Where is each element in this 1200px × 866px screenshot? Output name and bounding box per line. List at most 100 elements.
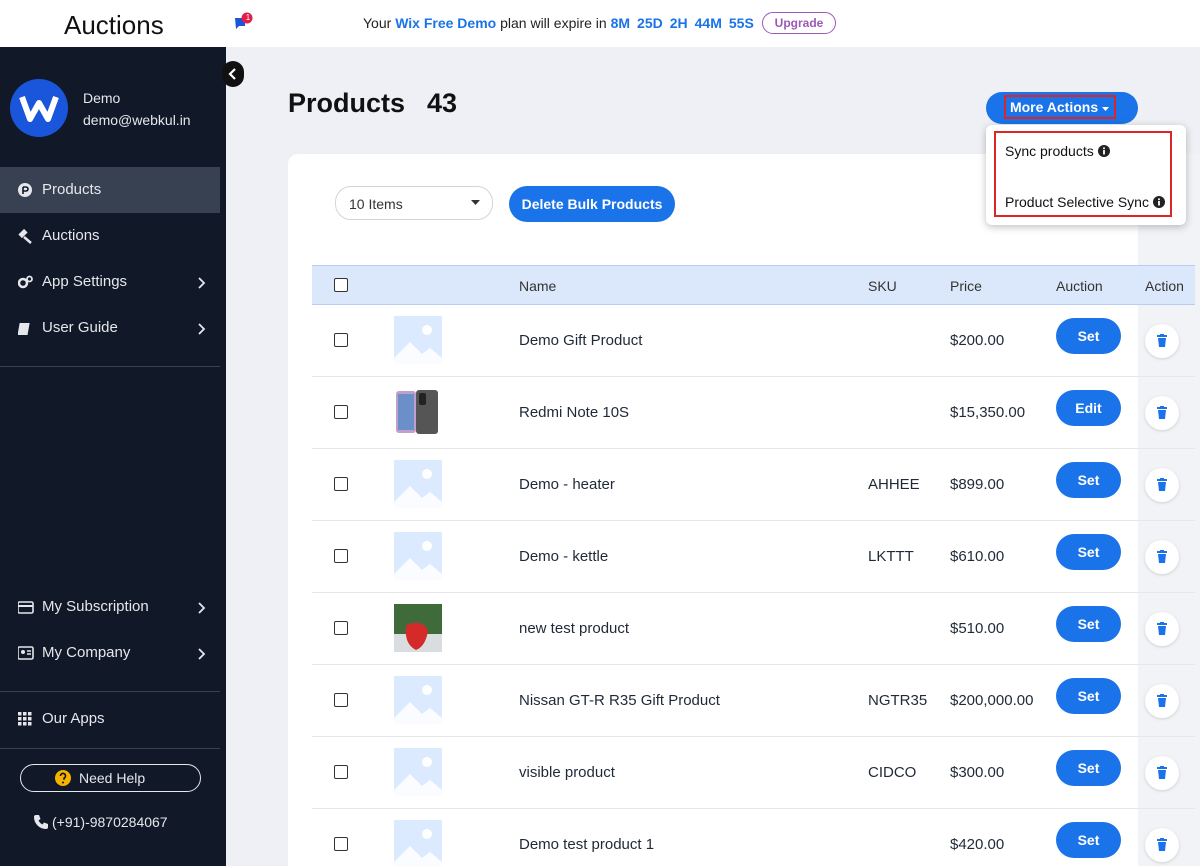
product-price: $420.00 bbox=[950, 836, 1005, 853]
separator bbox=[0, 366, 220, 367]
app-title: Auctions bbox=[64, 10, 164, 40]
product-price: $899.00 bbox=[950, 476, 1005, 493]
icon bbox=[18, 646, 34, 660]
trash-icon bbox=[1157, 478, 1167, 491]
header: Auctions 1 Your Wix Free Demo plan will … bbox=[0, 0, 1200, 47]
product-price: $15,350.00 bbox=[950, 404, 1026, 421]
column-header: Action bbox=[1145, 278, 1184, 294]
product-price: $610.00 bbox=[950, 548, 1005, 565]
icon bbox=[18, 601, 34, 614]
dropdown-item[interactable]: Sync products bbox=[1005, 143, 1110, 159]
trash-icon bbox=[1157, 550, 1167, 563]
column-header: SKU bbox=[868, 278, 897, 294]
auction-button[interactable]: Set bbox=[1056, 750, 1121, 786]
icon bbox=[18, 323, 30, 335]
our-apps[interactable]: Our Apps bbox=[0, 696, 220, 742]
help-button[interactable]: Need Help bbox=[20, 764, 201, 792]
table-header bbox=[312, 265, 1195, 305]
select-all-checkbox[interactable] bbox=[334, 278, 348, 292]
product-name: Demo - kettle bbox=[519, 548, 609, 565]
delete-button[interactable] bbox=[1145, 756, 1179, 790]
notification-badge: 1 bbox=[245, 13, 251, 22]
menu-label: My Subscription bbox=[42, 598, 149, 615]
plan-name: Wix Free Demo bbox=[395, 15, 497, 31]
row-checkbox[interactable] bbox=[334, 621, 348, 635]
menu-item[interactable]: My Company bbox=[0, 630, 220, 676]
delete-button[interactable] bbox=[1145, 396, 1179, 430]
menu-item[interactable]: Auctions bbox=[0, 213, 220, 259]
items-select[interactable]: 10 Items bbox=[335, 186, 493, 220]
icon bbox=[55, 770, 71, 786]
delete-button[interactable] bbox=[1145, 828, 1179, 862]
menu-label: Our Apps bbox=[42, 710, 105, 727]
delete-button[interactable] bbox=[1145, 540, 1179, 574]
user-email: demo@webkul.in bbox=[83, 112, 191, 128]
delete-button[interactable] bbox=[1145, 684, 1179, 718]
phone-icon bbox=[34, 815, 48, 829]
auction-button[interactable]: Edit bbox=[1056, 390, 1121, 426]
upgrade-button[interactable]: Upgrade bbox=[762, 12, 836, 34]
trash-icon bbox=[1157, 766, 1167, 779]
countdown-part: 55S bbox=[728, 15, 754, 31]
menu-item[interactable]: App Settings bbox=[0, 259, 220, 305]
row-checkbox[interactable] bbox=[334, 693, 348, 707]
row-checkbox[interactable] bbox=[334, 477, 348, 491]
select-label: 10 Items bbox=[349, 196, 403, 212]
column-header: Name bbox=[519, 278, 557, 294]
product-name: new test product bbox=[519, 620, 630, 637]
table-row: Demo test product 1 $420.00 Set bbox=[312, 808, 1195, 866]
product-sku: CIDCO bbox=[868, 764, 917, 781]
dropdown-label: Sync products bbox=[1005, 143, 1094, 159]
auction-button[interactable]: Set bbox=[1056, 822, 1121, 858]
dropdown-menu: Sync products Product Selective Sync bbox=[986, 125, 1186, 225]
table-row: new test product $510.00 Set bbox=[312, 592, 1195, 665]
delete-button[interactable] bbox=[1145, 468, 1179, 502]
notification-icon[interactable] bbox=[232, 12, 256, 34]
separator bbox=[0, 748, 220, 749]
menu-item[interactable]: My Subscription bbox=[0, 584, 220, 630]
product-image bbox=[394, 676, 442, 724]
auction-button[interactable]: Set bbox=[1056, 462, 1121, 498]
delete-button[interactable] bbox=[1145, 324, 1179, 358]
row-checkbox[interactable] bbox=[334, 837, 348, 851]
banner-text: plan will expire in bbox=[500, 15, 607, 31]
row-checkbox[interactable] bbox=[334, 405, 348, 419]
row-checkbox[interactable] bbox=[334, 765, 348, 779]
chevron bbox=[198, 277, 206, 289]
delete-button[interactable] bbox=[1145, 612, 1179, 646]
banner-text: Your bbox=[363, 15, 392, 31]
icon bbox=[18, 183, 32, 197]
avatar bbox=[10, 79, 68, 137]
caret bbox=[471, 200, 480, 205]
product-price: $200,000.00 bbox=[950, 692, 1034, 709]
column-header: Auction bbox=[1056, 278, 1103, 294]
more-actions-label: More Actions bbox=[1009, 99, 1099, 115]
table-row: Demo Gift Product $200.00 Set bbox=[312, 304, 1195, 377]
sidebar: Demo demo@webkul.in Products Auctions App … bbox=[0, 47, 226, 866]
dropdown-item[interactable]: Product Selective Sync bbox=[1005, 194, 1165, 210]
auction-button[interactable]: Set bbox=[1056, 678, 1121, 714]
countdown-part: 2H bbox=[669, 15, 688, 31]
dropdown-highlight bbox=[994, 131, 1172, 217]
auction-button[interactable]: Set bbox=[1056, 318, 1121, 354]
row-checkbox[interactable] bbox=[334, 549, 348, 563]
menu-item[interactable]: User Guide bbox=[0, 305, 220, 351]
product-image bbox=[394, 532, 442, 580]
row-checkbox[interactable] bbox=[334, 333, 348, 347]
trash-icon bbox=[1157, 622, 1167, 635]
countdown-part: 8M bbox=[610, 15, 631, 31]
more-actions-highlight: More Actions bbox=[1004, 95, 1116, 119]
table-row: Redmi Note 10S $15,350.00 Edit bbox=[312, 376, 1195, 449]
delete-bulk-button[interactable]: Delete Bulk Products bbox=[509, 186, 675, 222]
product-image bbox=[394, 388, 442, 436]
menu-label: User Guide bbox=[42, 319, 118, 336]
auction-button[interactable]: Set bbox=[1056, 606, 1121, 642]
product-name: Redmi Note 10S bbox=[519, 404, 630, 421]
auction-button[interactable]: Set bbox=[1056, 534, 1121, 570]
more-actions-button[interactable]: More Actions bbox=[986, 92, 1138, 124]
menu-item[interactable]: Products bbox=[0, 167, 220, 213]
table-row: Demo - kettle LKTTT $610.00 Set bbox=[312, 520, 1195, 593]
collapse-toggle[interactable] bbox=[222, 61, 244, 87]
column-header: Price bbox=[950, 278, 982, 294]
